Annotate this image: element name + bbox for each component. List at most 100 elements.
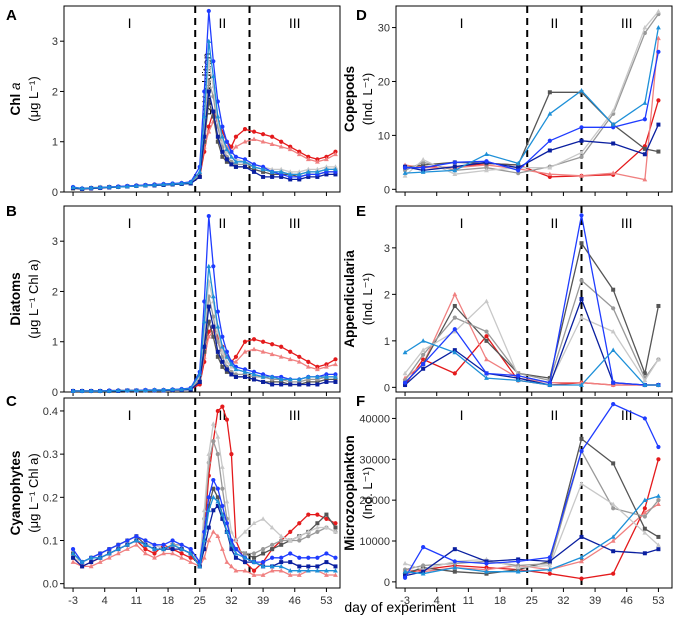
data-point	[188, 179, 194, 185]
data-point	[269, 568, 275, 573]
data-point	[403, 571, 408, 576]
data-point	[296, 359, 302, 364]
data-point	[152, 387, 157, 392]
series-blue_light	[70, 494, 338, 573]
series-line	[404, 124, 659, 172]
data-point	[324, 568, 329, 573]
data-point	[324, 164, 329, 169]
data-point	[610, 108, 616, 113]
data-point	[288, 382, 293, 387]
data-point	[251, 559, 257, 564]
data-point	[260, 563, 266, 569]
data-point	[611, 306, 616, 311]
y-tick-label: 0	[52, 187, 58, 199]
data-point	[642, 100, 648, 105]
data-point	[215, 533, 221, 538]
data-point	[220, 404, 225, 409]
data-point	[278, 376, 284, 382]
data-point	[611, 461, 616, 466]
data-point	[219, 349, 225, 354]
data-point	[201, 555, 207, 560]
data-point	[403, 383, 408, 388]
data-point	[242, 369, 248, 374]
data-point	[133, 542, 139, 547]
data-point	[656, 542, 661, 547]
data-point	[270, 174, 275, 179]
data-point	[251, 572, 257, 577]
data-point	[224, 139, 229, 144]
data-point	[579, 88, 584, 93]
data-point	[287, 568, 293, 573]
series-grey	[402, 449, 661, 572]
plot-frame	[395, 5, 673, 193]
data-point	[70, 559, 76, 564]
data-point	[170, 542, 175, 547]
data-point	[324, 560, 329, 565]
data-point	[229, 372, 234, 377]
panel-label: C	[6, 393, 17, 410]
data-point	[452, 569, 457, 574]
data-point	[143, 387, 148, 393]
data-point	[305, 156, 311, 162]
data-point	[579, 481, 584, 486]
data-point	[188, 385, 194, 391]
data-point	[579, 213, 584, 218]
data-point	[279, 555, 284, 560]
data-point	[229, 452, 234, 457]
data-point	[211, 324, 216, 329]
data-point	[547, 111, 553, 116]
data-point	[261, 551, 266, 556]
data-point	[269, 169, 275, 174]
data-point	[547, 559, 552, 564]
phase-label: II	[218, 407, 226, 423]
data-point	[515, 564, 521, 570]
data-point	[306, 534, 311, 539]
data-point	[421, 362, 426, 367]
data-point	[115, 550, 121, 556]
data-point	[484, 167, 489, 173]
data-point	[288, 349, 293, 354]
data-point	[211, 477, 216, 483]
series-line	[404, 459, 660, 580]
data-point	[656, 493, 661, 498]
data-point	[333, 172, 338, 177]
data-point	[333, 166, 338, 172]
data-point	[314, 568, 320, 573]
data-point	[656, 534, 661, 539]
data-point	[211, 59, 216, 64]
data-point	[288, 551, 293, 556]
data-point	[333, 568, 338, 573]
data-point	[611, 549, 616, 554]
data-point	[233, 159, 239, 164]
data-point	[210, 293, 216, 299]
series-line	[404, 242, 660, 384]
data-point	[296, 376, 302, 382]
data-point	[452, 349, 458, 355]
data-point	[324, 572, 329, 577]
y-tick-label: 0	[384, 382, 390, 394]
data-point	[179, 386, 185, 392]
y-axis-units: (μg L⁻¹ Chl a)	[26, 259, 41, 338]
data-point	[484, 151, 489, 157]
data-point	[152, 555, 157, 560]
y-tick-label: 0.1	[43, 536, 58, 548]
data-point	[315, 512, 320, 517]
data-point	[279, 542, 284, 547]
data-point	[224, 499, 230, 504]
data-point	[420, 571, 426, 576]
series-line	[73, 265, 336, 392]
data-point	[579, 534, 584, 539]
data-point	[260, 139, 266, 144]
x-tick-label: 25	[194, 595, 206, 607]
data-point	[579, 315, 584, 320]
data-point	[161, 387, 166, 392]
data-point	[579, 554, 584, 560]
data-point	[188, 547, 193, 552]
data-point	[215, 324, 221, 329]
data-point	[260, 349, 266, 354]
series-line	[72, 405, 336, 572]
data-point	[314, 374, 320, 379]
y-axis-units: (Ind. L⁻¹)	[360, 73, 375, 125]
data-point	[161, 546, 166, 551]
